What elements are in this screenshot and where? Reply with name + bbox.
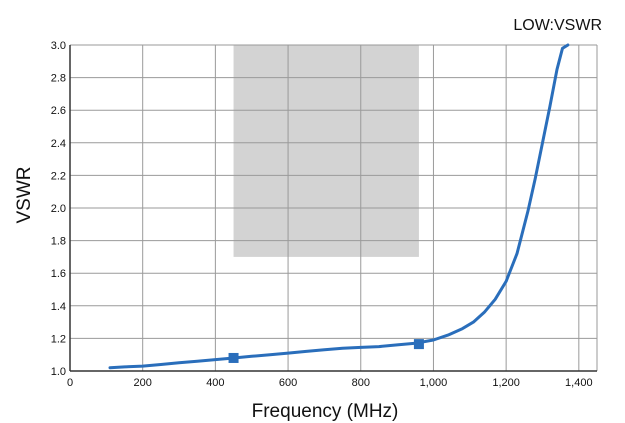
x-tick-label: 400: [206, 377, 224, 389]
y-tick-label: 1.4: [51, 301, 66, 313]
data-markers: [228, 339, 424, 363]
y-tick-label: 2.0: [51, 203, 66, 215]
y-tick-label: 3.0: [51, 40, 66, 52]
x-tick-label: 200: [134, 377, 152, 389]
y-axis-title: VSWR: [14, 167, 35, 224]
x-tick-label: 800: [352, 377, 370, 389]
x-tick-label: 1,400: [565, 377, 593, 389]
y-tick-label: 2.6: [51, 105, 66, 117]
y-tick-label: 2.8: [51, 73, 66, 85]
vswr-series-line: [108, 43, 570, 370]
x-tick-label: 0: [67, 377, 73, 389]
grid-lines: [69, 44, 598, 372]
y-tick-label: 1.6: [51, 268, 66, 280]
x-tick-label: 1,000: [420, 377, 448, 389]
x-tick-label: 1,200: [492, 377, 520, 389]
y-tick-label: 2.4: [51, 138, 66, 150]
y-tick-label: 1.0: [51, 366, 66, 378]
y-tick-label: 2.2: [51, 170, 66, 182]
data-marker: [228, 352, 239, 363]
y-tick-label: 1.8: [51, 236, 66, 248]
x-tick-labels: 0 200 400 600 800 1,000 1,200 1,400: [67, 377, 593, 389]
x-axis-title: Frequency (MHz): [252, 401, 399, 422]
chart-title: LOW:VSWR: [513, 17, 602, 34]
x-tick-label: 600: [279, 377, 297, 389]
data-marker: [413, 339, 424, 350]
y-tick-label: 1.2: [51, 333, 66, 345]
y-tick-labels: 1.0 1.2 1.4 1.6 1.8 2.0 2.2 2.4 2.6 2.8 3.0: [51, 40, 66, 378]
shaded-region: [233, 45, 419, 257]
